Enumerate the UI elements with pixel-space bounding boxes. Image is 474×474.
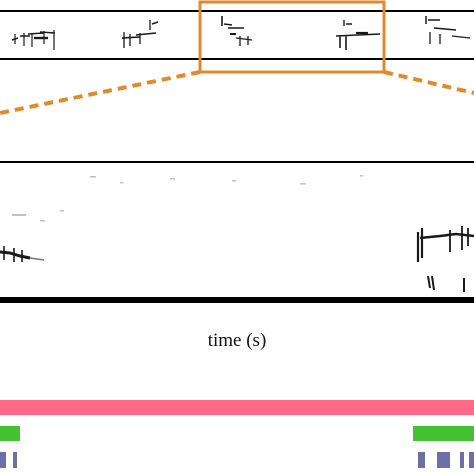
track-top (0, 400, 474, 415)
zoom-selection-box (198, 0, 386, 74)
overview-call-5 (425, 16, 471, 44)
annotation-tracks (0, 400, 474, 468)
overview-call-3 (221, 16, 253, 46)
track-bottom-segment-6 (469, 452, 474, 468)
track-bottom-segment-1 (0, 452, 6, 468)
zoom-connector-left (0, 70, 201, 115)
track-middle (0, 426, 474, 441)
track-middle-segment-2 (413, 426, 474, 441)
track-bottom-segment-5 (460, 452, 464, 468)
overview-call-4 (335, 20, 381, 50)
track-bottom-segment-3 (418, 452, 425, 468)
overview-call-2 (121, 20, 159, 48)
track-bottom (0, 452, 474, 468)
overview-call-1 (11, 30, 56, 50)
track-bottom-segment-4 (437, 452, 450, 468)
detail-call-left (0, 246, 45, 262)
track-middle-segment-1 (0, 426, 20, 441)
detail-noise (12, 175, 363, 222)
detail-spectrogram (0, 161, 474, 303)
detail-call-right (416, 226, 474, 292)
track-bottom-segment-2 (13, 452, 17, 468)
overview-spectrogram (0, 10, 474, 60)
zoom-connector-right (383, 70, 474, 95)
x-axis-label: time (s) (207, 330, 267, 351)
